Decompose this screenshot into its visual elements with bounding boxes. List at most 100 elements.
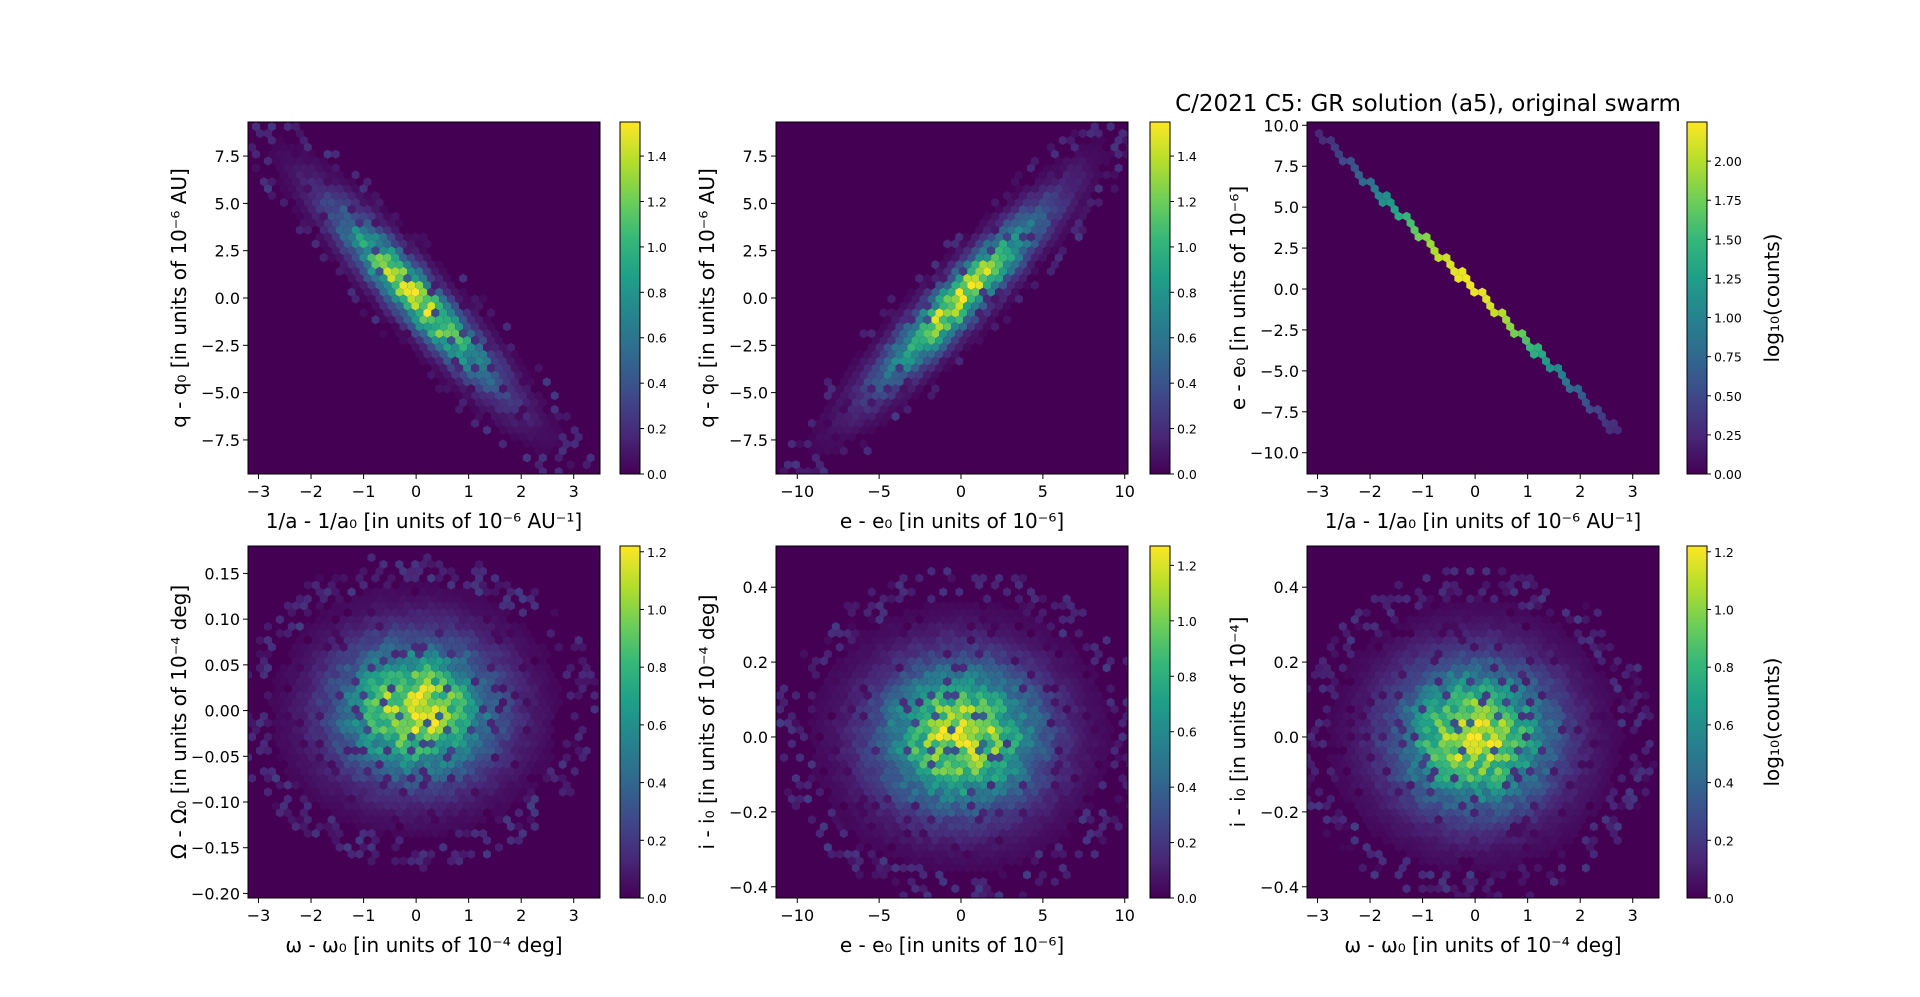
hexbin-cell <box>315 780 324 790</box>
hexbin-cell <box>399 718 408 728</box>
hexbin-cell <box>1354 663 1363 673</box>
hexbin-cell <box>395 628 404 638</box>
hexbin-cell <box>887 391 896 401</box>
hexbin-cell <box>431 280 440 290</box>
hexbin-cell <box>1534 684 1542 694</box>
hexbin-cell <box>931 370 940 380</box>
hexbin-cell <box>1007 253 1015 263</box>
hexbin-cell <box>530 439 539 449</box>
hexbin-cell <box>903 663 912 673</box>
hexbin-cell <box>510 418 519 428</box>
hexbin-cell <box>907 628 916 638</box>
hexbin-cell <box>899 753 908 763</box>
hexbin-cell <box>855 404 864 415</box>
hexbin-cell <box>311 704 320 714</box>
hexbin-cell <box>971 753 980 763</box>
hexbin-cell <box>335 621 344 632</box>
hexbin-cell <box>1007 225 1015 235</box>
hexbin-cell <box>1530 773 1539 783</box>
hexbin-cell <box>303 184 312 194</box>
hexbin-cell <box>550 418 559 428</box>
hexbin-cell <box>542 718 551 728</box>
hexbin-cell <box>1518 670 1527 680</box>
hexbin-cell <box>379 218 388 228</box>
hexbin-cell <box>947 835 956 845</box>
hexbin-cell <box>1086 787 1095 797</box>
hexbin-cell <box>1003 232 1011 242</box>
hexbin-cell <box>935 732 944 742</box>
hexbin-cell <box>907 849 916 859</box>
hexbin-cell <box>843 711 852 721</box>
hexbin-cell <box>367 608 376 618</box>
hexbin-cell <box>863 349 872 359</box>
hexbin-cell <box>963 822 972 832</box>
hexbin-cell <box>971 670 980 680</box>
hexbin-cell <box>903 349 912 359</box>
hexbin-cell <box>1015 732 1023 742</box>
hexbin-cell <box>1470 684 1479 694</box>
hexbin-cell <box>1326 135 1335 145</box>
hexbin-cell <box>431 335 440 346</box>
hexbin-cell <box>951 828 960 839</box>
hexbin-cell <box>343 266 352 277</box>
hexbin-cell <box>1106 122 1115 132</box>
hexbin-cell <box>1058 218 1067 228</box>
hexbin-cell <box>939 315 948 325</box>
hexbin-cell <box>875 780 884 790</box>
hexbin-cell <box>459 273 468 283</box>
hexbin-cell <box>955 697 964 707</box>
hexbin-cell <box>1585 732 1594 742</box>
hexbin-cell <box>963 232 972 242</box>
hexbin-cell <box>355 794 364 804</box>
hexbin-cell <box>1374 711 1383 721</box>
hexbin-cell <box>463 349 472 359</box>
hexbin-cell <box>443 615 452 625</box>
hexbin-cell <box>895 842 904 852</box>
hexbin-cell <box>263 732 272 742</box>
hexbin-cell <box>483 356 491 366</box>
hexbin-cell <box>951 759 960 770</box>
hexbin-cell <box>1490 663 1499 673</box>
hexbin-cell <box>835 725 844 735</box>
hexbin-cell <box>275 684 284 694</box>
hexbin-cell <box>455 856 464 866</box>
hexbin-cell <box>883 398 892 408</box>
hexbin-cell <box>287 732 296 742</box>
hexbin-cell <box>1530 746 1539 756</box>
hexbin-cell <box>518 608 527 618</box>
hexbin-cell <box>283 794 292 804</box>
hexbin-cell <box>1050 177 1059 187</box>
hexbin-cell <box>387 287 396 297</box>
hexbin-cell <box>315 573 324 583</box>
hexbin-cell <box>1466 746 1475 756</box>
hexbin-cell <box>1003 780 1011 790</box>
hexbin-cell <box>987 601 996 611</box>
y-tick-label: −5.0 <box>201 384 240 403</box>
hexbin-cell <box>1311 725 1319 735</box>
hexbin-cell <box>518 391 527 401</box>
hexbin-cell <box>827 849 836 859</box>
hexbin-cell <box>355 615 364 625</box>
hexbin-cell <box>1430 615 1439 625</box>
hexbin-cell <box>1466 280 1475 290</box>
hexbin-cell <box>447 732 456 742</box>
hexbin-cell <box>1490 594 1499 604</box>
hexbin-cell <box>971 273 980 283</box>
hexbin-cell <box>510 732 519 742</box>
hexbin-cell <box>891 849 900 859</box>
hexbin-cell <box>506 835 515 845</box>
hexbin-cell <box>522 670 531 680</box>
hexbin-cell <box>1569 746 1578 756</box>
hexbin-cell <box>975 608 984 618</box>
hexbin-cell <box>1046 828 1055 839</box>
hexbin-cell <box>819 780 828 790</box>
hexbin-cell <box>291 191 300 201</box>
hexbin-cell <box>295 649 304 659</box>
hexbin-cell <box>395 656 404 666</box>
hexbin-cell <box>475 628 483 638</box>
hexbin-cell <box>1058 684 1067 694</box>
hexbin-cell <box>303 608 312 618</box>
hexbin-cell <box>1625 663 1634 673</box>
hexbin-cell <box>522 753 531 763</box>
hexbin-cell <box>1478 711 1487 721</box>
